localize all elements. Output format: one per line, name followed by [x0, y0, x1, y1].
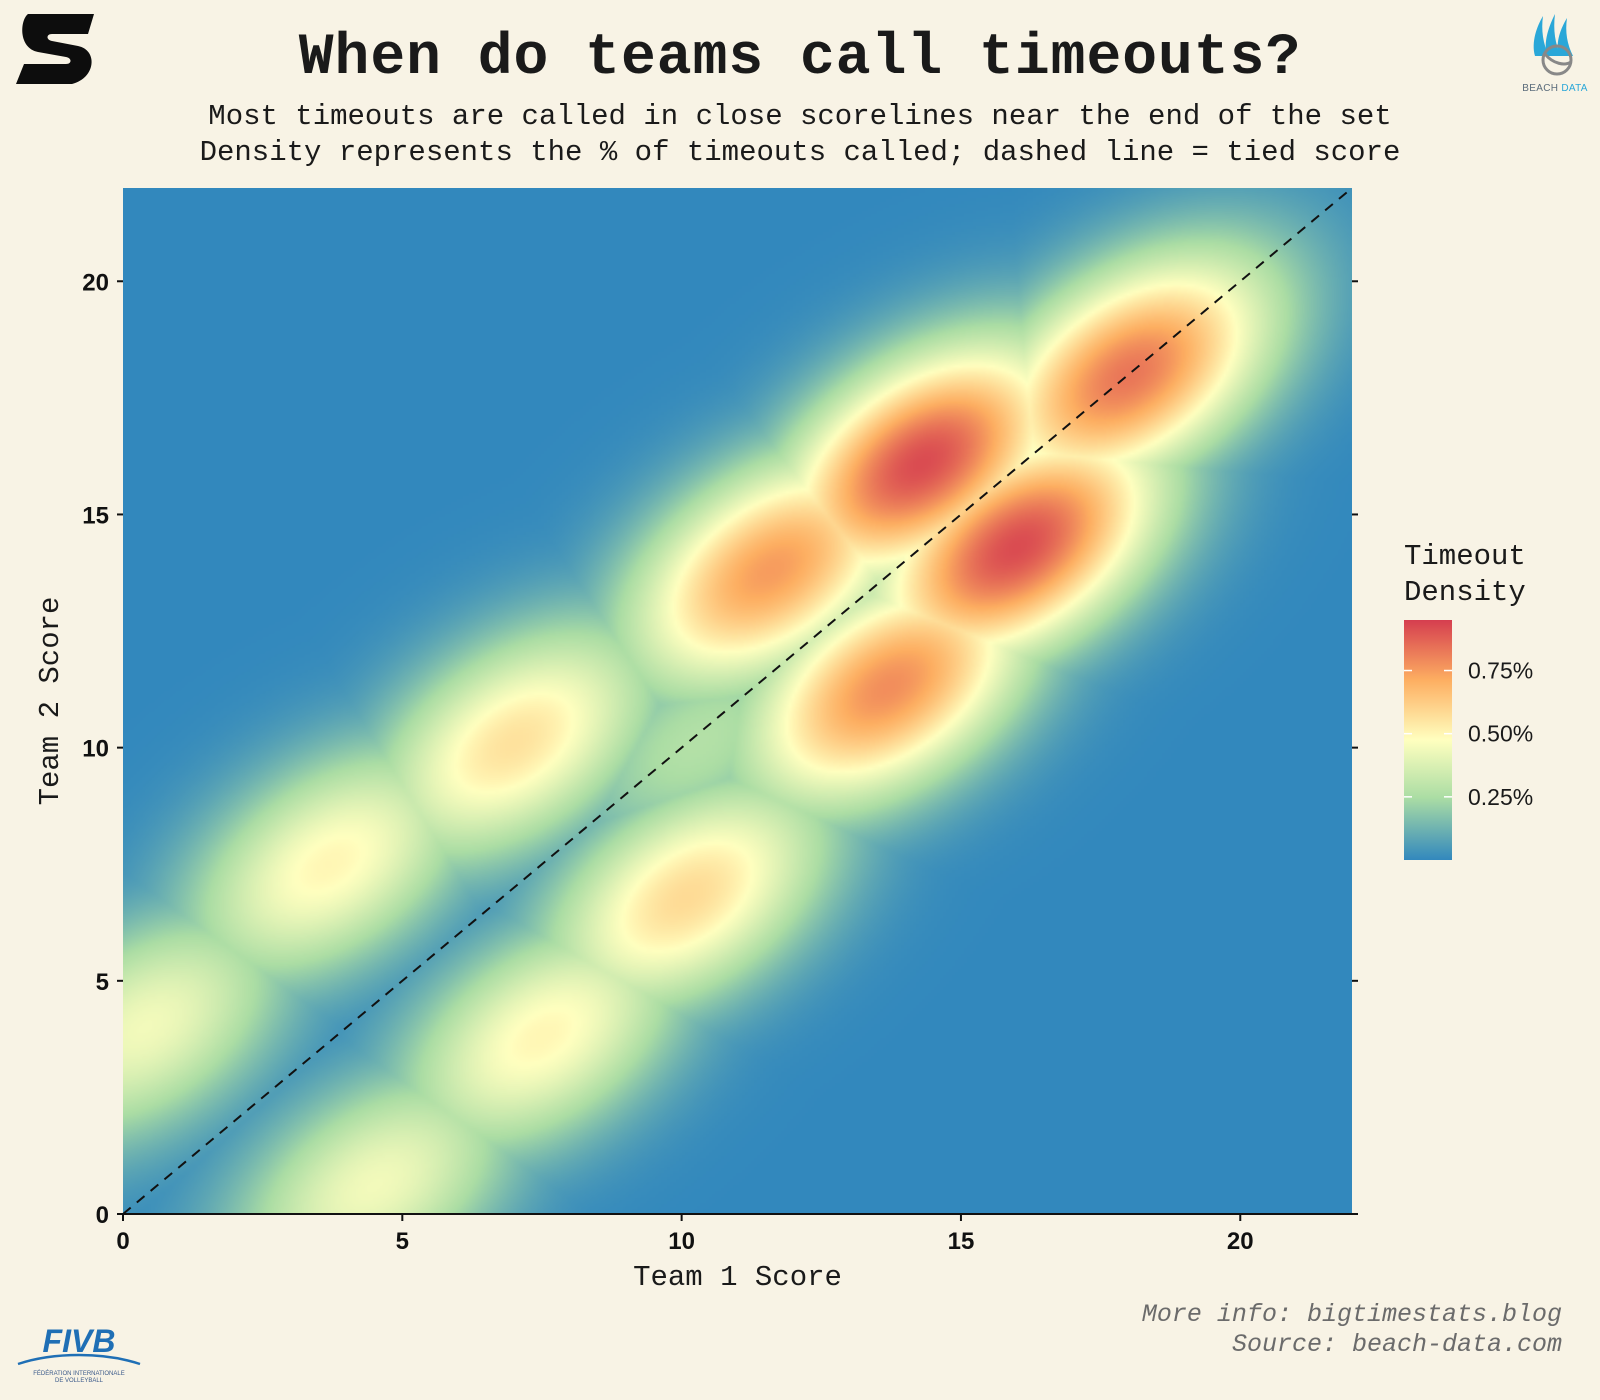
- fivb-wave-icon: FIVB: [17, 1323, 141, 1366]
- legend: Timeout Density 0.25% 0.50% 0.75%: [1404, 540, 1533, 860]
- y-tick-label: 10: [82, 736, 109, 763]
- x-tick-label: 15: [948, 1228, 975, 1255]
- chart-subtitle-1: Most timeouts are called in close scorel…: [208, 100, 1392, 133]
- caption-more-info: More info: bigtimestats.blog: [1141, 1300, 1562, 1329]
- chart-subtitle-2: Density represents the % of timeouts cal…: [199, 136, 1401, 169]
- brand-logo: [16, 14, 100, 91]
- x-tick-label: 5: [396, 1228, 409, 1255]
- x-tick-label: 20: [1227, 1228, 1254, 1255]
- fivb-line-2: DE VOLLEYBALL: [54, 1378, 104, 1384]
- y-axis-title: Team 2 Score: [34, 597, 67, 806]
- legend-title-line-2: Density: [1404, 576, 1526, 609]
- beach-data-logo: BEACH DATA: [1520, 12, 1590, 94]
- y-tick-label: 0: [96, 1202, 109, 1229]
- y-tick-label: 20: [82, 269, 109, 296]
- legend-break-label: 0.25%: [1468, 784, 1533, 810]
- beach-volleyball-icon: [1533, 14, 1573, 76]
- x-tick-label: 10: [668, 1228, 695, 1255]
- x-tick-label: 0: [116, 1228, 129, 1255]
- axis-ticks: 0 5 10 15 20 0 5 10 15 20: [82, 269, 1358, 1255]
- legend-breaks: 0.25% 0.50% 0.75%: [1404, 658, 1533, 810]
- fivb-wordmark: FIVB: [43, 1323, 116, 1359]
- chart-title: When do teams call timeouts?: [298, 26, 1302, 91]
- y-tick-label: 15: [82, 502, 109, 529]
- tied-score-line: [122, 187, 1353, 1215]
- y-tick-label: 5: [96, 969, 109, 996]
- beach-data-label: BEACH DATA: [1522, 83, 1588, 94]
- legend-title-line-1: Timeout: [1404, 540, 1526, 573]
- legend-break-label: 0.50%: [1468, 721, 1533, 747]
- fivb-line-1: FÉDÉRATION INTERNATIONALE: [33, 1371, 125, 1377]
- s-brand-icon: [16, 14, 94, 84]
- fivb-logo: FIVB FÉDÉRATION INTERNATIONALE DE VOLLEY…: [14, 1322, 144, 1385]
- x-axis-title: Team 1 Score: [633, 1261, 842, 1294]
- caption-source: Source: beach-data.com: [1231, 1330, 1562, 1359]
- legend-break-label: 0.75%: [1468, 658, 1533, 684]
- legend-color-bar: [1404, 620, 1452, 860]
